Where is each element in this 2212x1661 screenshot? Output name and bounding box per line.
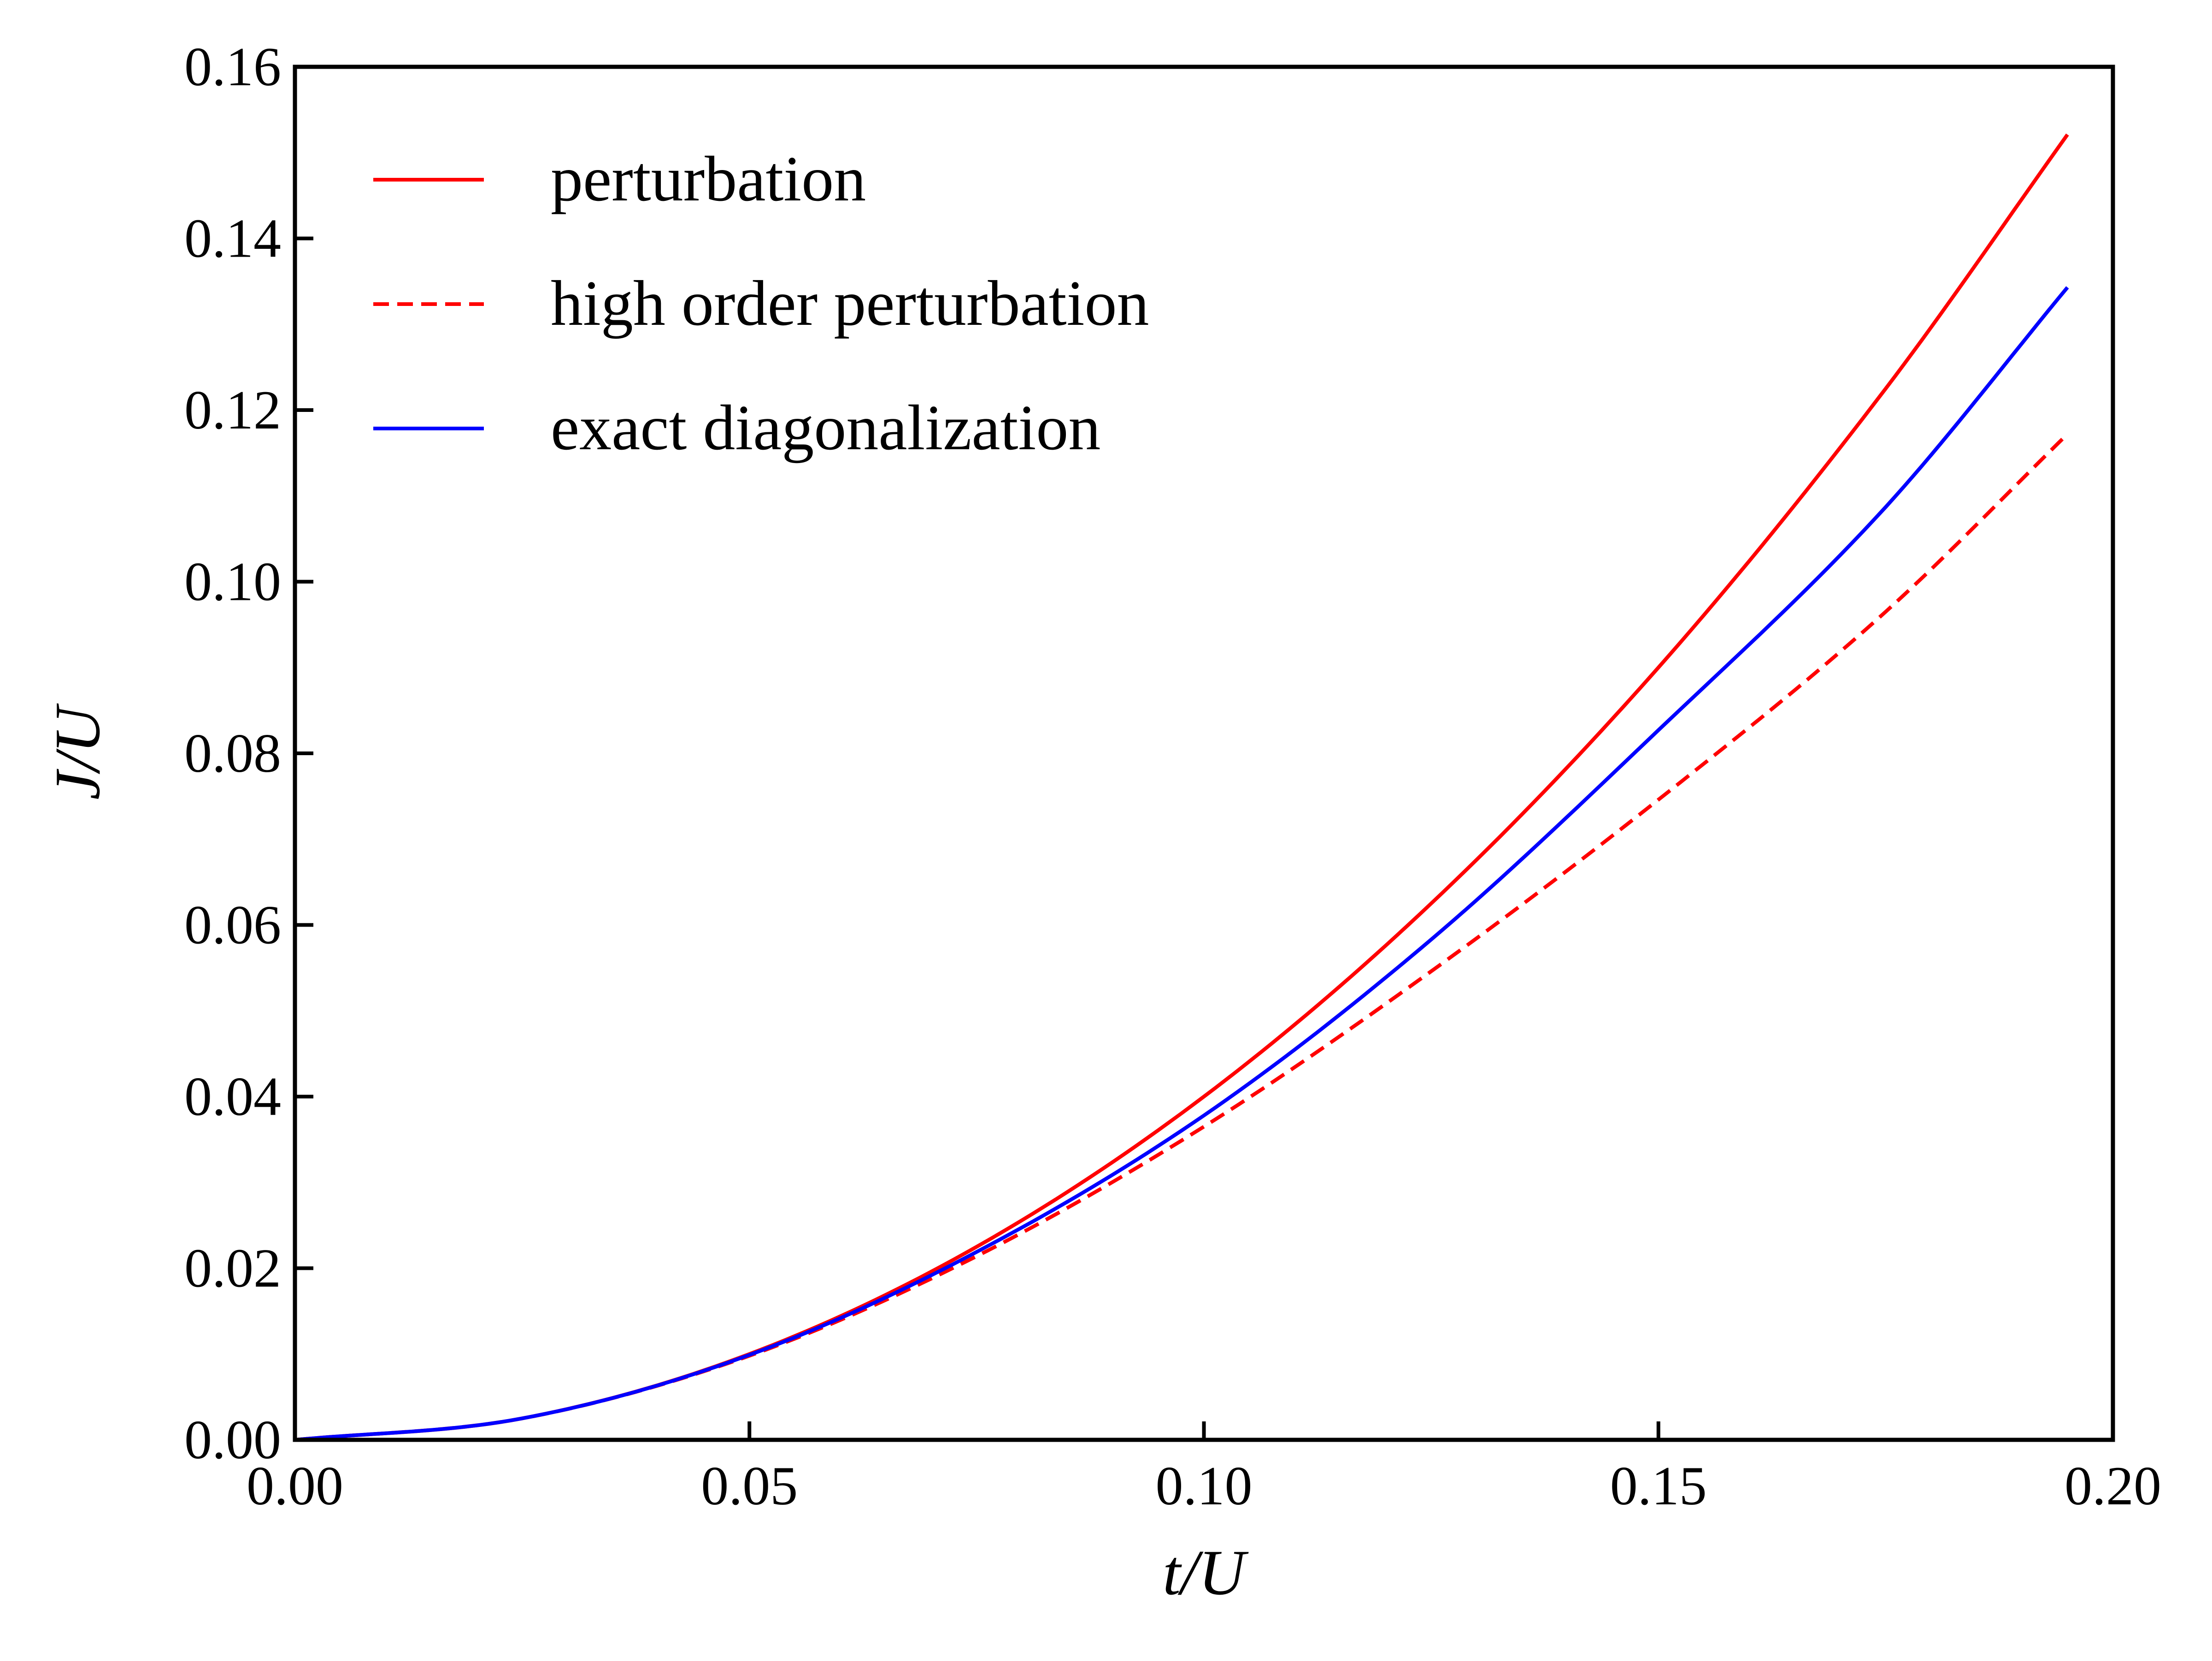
y-tick-label: 0.02 — [184, 1238, 281, 1299]
plot-frame — [293, 65, 2115, 1442]
y-tick-label: 0.08 — [184, 722, 281, 784]
y-tick-label: 0.06 — [184, 894, 281, 956]
x-tick-label: 0.15 — [1610, 1455, 1707, 1516]
series-line-3 — [294, 286, 2069, 1442]
series-line-2 — [294, 433, 2069, 1442]
legend-label-1: perturbation — [551, 143, 866, 215]
x-tick-label: 0.00 — [247, 1455, 343, 1516]
y-axis-label: J/U — [42, 703, 113, 800]
y-tick-label: 0.04 — [184, 1066, 281, 1127]
legend: perturbation high order perturbation exact… — [373, 143, 1149, 464]
y-tick-label: 0.10 — [184, 551, 281, 612]
y-tick-label: 0.00 — [184, 1409, 281, 1470]
legend-label-3: exact diagonalization — [551, 392, 1100, 464]
x-tick-label: 0.10 — [1156, 1455, 1253, 1516]
y-tick-label: 0.12 — [184, 379, 281, 440]
x-tick-label: 0.05 — [701, 1455, 798, 1516]
plot-area — [294, 133, 2069, 1442]
x-axis-label: t/U — [1163, 1537, 1249, 1608]
legend-label-2: high order perturbation — [551, 268, 1149, 339]
axis-ticks: 0.00 0.05 0.10 0.15 0.20 0.00 0.02 0.04 0.06 0.08… — [184, 36, 2161, 1516]
y-tick-label: 0.16 — [184, 36, 281, 97]
y-tick-label: 0.14 — [184, 208, 281, 269]
x-tick-label: 0.20 — [2065, 1455, 2161, 1516]
